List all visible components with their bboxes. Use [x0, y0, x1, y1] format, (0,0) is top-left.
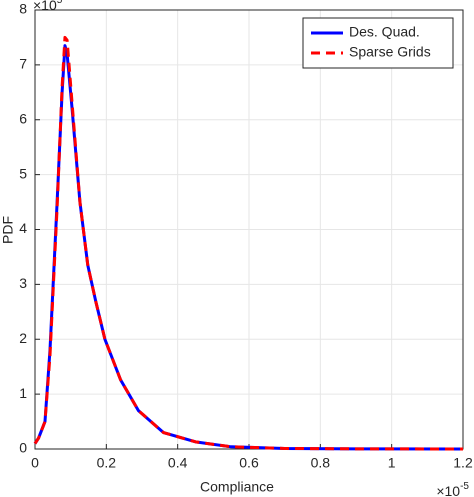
- x-tick-label: 0: [31, 455, 39, 471]
- y-tick-label: 2: [19, 330, 27, 346]
- y-tick-label: 0: [19, 440, 27, 456]
- y-tick-label: 5: [19, 165, 27, 181]
- axes-box: [34, 9, 464, 450]
- axis-multiplier: ×105: [33, 0, 63, 13]
- y-axis-label: PDF: [0, 216, 16, 244]
- axis-multiplier: ×10-5: [436, 481, 469, 497]
- x-tick-label: 0.8: [311, 455, 331, 471]
- y-tick-label: 4: [19, 220, 27, 236]
- x-axis-label: Compliance: [200, 479, 274, 495]
- y-tick-label: 3: [19, 275, 27, 291]
- y-tick-label: 7: [19, 56, 27, 72]
- multiplier-base: ×10: [436, 483, 460, 497]
- x-tick-label: 1: [388, 455, 396, 471]
- x-tick-label: 0.2: [97, 455, 117, 471]
- x-tick-label: 1.2: [453, 455, 473, 471]
- x-tick-label: 0.6: [239, 455, 259, 471]
- multiplier-exponent: -5: [460, 481, 469, 492]
- legend-label: Des. Quad.: [349, 24, 420, 40]
- series-line: [33, 35, 464, 451]
- x-tick-label: 0.4: [168, 455, 188, 471]
- legend-label: Sparse Grids: [349, 44, 431, 60]
- multiplier-exponent: 5: [57, 0, 63, 6]
- y-tick-label: 1: [19, 385, 27, 401]
- y-tick-label: 6: [19, 110, 27, 126]
- y-tick-label: 8: [19, 1, 27, 17]
- multiplier-base: ×10: [33, 0, 57, 13]
- legend-box: [302, 17, 454, 69]
